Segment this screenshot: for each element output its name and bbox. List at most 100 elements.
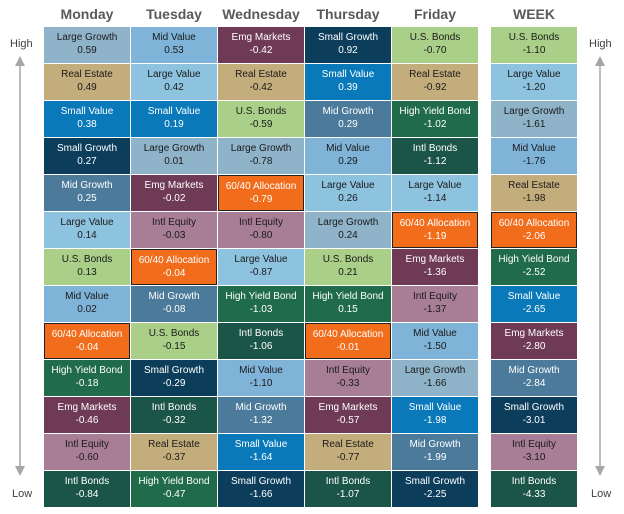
- cell-return-value: -0.42: [249, 82, 273, 93]
- cell-return-value: 0.42: [164, 82, 184, 93]
- cell-small-value-3: Small Value 0.39: [305, 64, 391, 100]
- cell-return-value: -1.20: [522, 82, 546, 93]
- cell-asset-name: High Yield Bond: [399, 106, 471, 117]
- cell-return-value: 0.02: [77, 304, 97, 315]
- cell-return-value: -0.79: [249, 194, 273, 205]
- cell-asset-name: Large Growth: [503, 106, 565, 117]
- cell-emg-markets-4: Emg Markets -1.36: [392, 249, 478, 285]
- cell-return-value: -1.07: [336, 489, 360, 500]
- cell-large-growth-5: Large Growth -1.61: [491, 101, 577, 137]
- cell-asset-name: Small Value: [60, 106, 114, 117]
- cell-return-value: -0.29: [162, 378, 186, 389]
- cell-mid-growth-5: Mid Growth -2.84: [491, 360, 577, 396]
- cell-large-value-2: Large Value -0.87: [218, 249, 304, 285]
- cell-large-value-0: Large Value 0.14: [44, 212, 130, 248]
- cell-return-value: -4.33: [522, 489, 546, 500]
- cell-return-value: 0.53: [164, 45, 184, 56]
- cell-intl-equity-1: Intl Equity -0.03: [131, 212, 217, 248]
- cell-intl-equity-4: Intl Equity -1.37: [392, 286, 478, 322]
- cell-return-value: -0.15: [162, 341, 186, 352]
- cell-60-40-allocation-3: 60/40 Allocation -0.01: [305, 323, 391, 359]
- cell-return-value: -0.08: [162, 304, 186, 315]
- cell-intl-bonds-2: Intl Bonds -1.06: [218, 323, 304, 359]
- cell-return-value: -0.33: [336, 378, 360, 389]
- cell-intl-equity-3: Intl Equity -0.33: [305, 360, 391, 396]
- cell-return-value: -0.46: [75, 415, 99, 426]
- cell-asset-name: Large Growth: [56, 32, 118, 43]
- cell-return-value: -0.01: [336, 342, 360, 353]
- cell-return-value: -2.52: [522, 267, 546, 278]
- cell-asset-name: 60/40 Allocation: [399, 218, 471, 229]
- cell-return-value: 0.29: [338, 119, 358, 130]
- cell-return-value: -1.36: [423, 267, 447, 278]
- cell-asset-name: Large Growth: [143, 143, 205, 154]
- cell-asset-name: Real Estate: [508, 180, 560, 191]
- cell-return-value: -1.66: [249, 489, 273, 500]
- cell-intl-equity-2: Intl Equity -0.80: [218, 212, 304, 248]
- cell-asset-name: Large Value: [234, 254, 288, 265]
- cell-asset-name: 60/40 Allocation: [51, 329, 123, 340]
- cell-emg-markets-0: Emg Markets -0.46: [44, 397, 130, 433]
- cell-return-value: 0.27: [77, 156, 97, 167]
- cell-large-value-3: Large Value 0.26: [305, 175, 391, 211]
- cell-return-value: -1.10: [249, 378, 273, 389]
- cell-u-s-bonds-2: U.S. Bonds -0.59: [218, 101, 304, 137]
- cell-return-value: -1.64: [249, 452, 273, 463]
- cell-asset-name: High Yield Bond: [225, 291, 297, 302]
- cell-return-value: -0.02: [162, 193, 186, 204]
- cell-small-value-5: Small Value -2.65: [491, 286, 577, 322]
- cell-asset-name: Real Estate: [61, 69, 113, 80]
- cell-asset-name: Mid Value: [512, 143, 556, 154]
- cell-real-estate-4: Real Estate -0.92: [392, 64, 478, 100]
- cell-small-value-4: Small Value -1.98: [392, 397, 478, 433]
- cell-asset-name: High Yield Bond: [498, 254, 570, 265]
- cell-intl-equity-0: Intl Equity -0.60: [44, 434, 130, 470]
- cell-return-value: 0.38: [77, 119, 97, 130]
- cell-return-value: 0.24: [338, 230, 358, 241]
- cell-high-yield-bond-3: High Yield Bond 0.15: [305, 286, 391, 322]
- cell-asset-name: Intl Equity: [65, 439, 109, 450]
- cell-return-value: -0.92: [423, 82, 447, 93]
- cell-return-value: 0.25: [77, 193, 97, 204]
- cell-return-value: 0.49: [77, 82, 97, 93]
- cell-large-growth-0: Large Growth 0.59: [44, 27, 130, 63]
- cell-return-value: -0.60: [75, 452, 99, 463]
- cell-mid-growth-0: Mid Growth 0.25: [44, 175, 130, 211]
- low-label-right: Low: [591, 488, 612, 500]
- cell-return-value: 0.29: [338, 156, 358, 167]
- cell-asset-name: Mid Value: [239, 365, 283, 376]
- cell-asset-name: Mid Growth: [235, 402, 287, 413]
- cell-return-value: -1.99: [423, 452, 447, 463]
- cell-asset-name: Small Value: [147, 106, 201, 117]
- cell-high-yield-bond-5: High Yield Bond -2.52: [491, 249, 577, 285]
- left-double-arrow: [15, 56, 25, 476]
- cell-mid-value-4: Mid Value -1.50: [392, 323, 478, 359]
- cell-asset-name: Large Growth: [230, 143, 292, 154]
- header-week: WEEK: [513, 6, 555, 22]
- cell-asset-name: Real Estate: [322, 439, 374, 450]
- cell-return-value: -3.01: [522, 415, 546, 426]
- cell-asset-name: Mid Value: [413, 328, 457, 339]
- cell-asset-name: Large Growth: [317, 217, 379, 228]
- cell-asset-name: Real Estate: [148, 439, 200, 450]
- cell-u-s-bonds-0: U.S. Bonds 0.13: [44, 249, 130, 285]
- cell-return-value: 0.26: [338, 193, 358, 204]
- cell-asset-name: Small Growth: [56, 143, 117, 154]
- cell-asset-name: Emg Markets: [504, 328, 564, 339]
- cell-asset-name: Intl Bonds: [151, 402, 197, 413]
- cell-asset-name: Emg Markets: [318, 402, 378, 413]
- cell-return-value: -1.98: [522, 193, 546, 204]
- high-label-left: High: [10, 38, 33, 50]
- cell-asset-name: Intl Bonds: [64, 476, 110, 487]
- cell-return-value: -3.10: [522, 452, 546, 463]
- cell-u-s-bonds-1: U.S. Bonds -0.15: [131, 323, 217, 359]
- cell-asset-name: Intl Equity: [326, 365, 370, 376]
- cell-emg-markets-5: Emg Markets -2.80: [491, 323, 577, 359]
- cell-asset-name: 60/40 Allocation: [225, 181, 297, 192]
- cell-intl-equity-5: Intl Equity -3.10: [491, 434, 577, 470]
- cell-intl-bonds-5: Intl Bonds -4.33: [491, 471, 577, 507]
- cell-asset-name: Emg Markets: [405, 254, 465, 265]
- cell-emg-markets-1: Emg Markets -0.02: [131, 175, 217, 211]
- header-monday: Monday: [60, 6, 114, 22]
- cell-return-value: 0.15: [338, 304, 358, 315]
